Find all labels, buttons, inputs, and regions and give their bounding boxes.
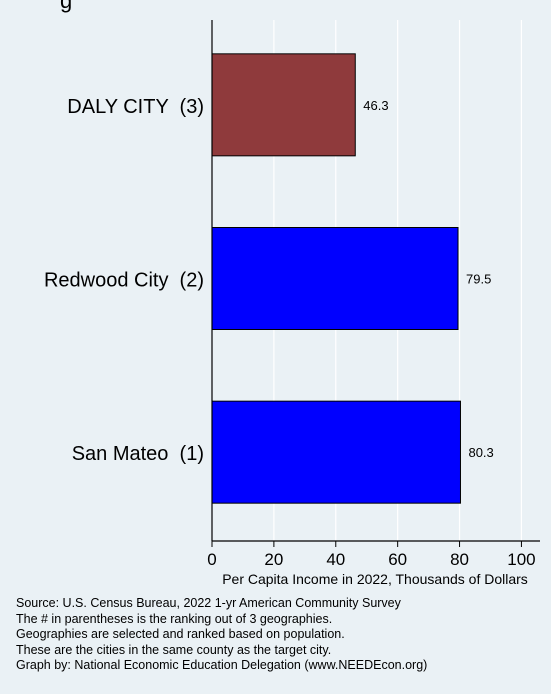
bars: 46.3 79.5 80.3 xyxy=(211,53,494,504)
bar-value-label: 80.3 xyxy=(468,445,493,460)
x-tick-label: 60 xyxy=(388,550,407,569)
x-axis-title: Per Capita Income in 2022, Thousands of … xyxy=(222,571,528,587)
category-label: San Mateo (1) xyxy=(72,443,204,465)
x-tick-label: 40 xyxy=(326,550,345,569)
bar xyxy=(211,400,461,504)
note-selection: Geographies are selected and ranked base… xyxy=(16,627,345,641)
note-scope: These are the cities in the same county … xyxy=(16,642,332,657)
category-labels: DALY CITY (3) Redwood City (2) San Mateo (… xyxy=(44,96,204,465)
bar xyxy=(211,227,459,330)
category-label: Redwood City (2) xyxy=(44,270,204,292)
bar-chart: 46.3 79.5 80.3 0 20 40 60 80 100 DALY CITY (3) R… xyxy=(44,20,540,587)
note-ranking: The # in parentheses is the ranking out … xyxy=(16,611,333,626)
x-tick-label: 80 xyxy=(450,550,469,569)
source-notes: Source: U.S. Census Bureau, 2022 1-yr Am… xyxy=(16,596,427,674)
chart-title-fragment: g xyxy=(60,0,73,13)
x-tick-label: 100 xyxy=(507,550,535,569)
note-credit: Graph by: National Economic Education De… xyxy=(16,658,428,672)
bar-value-label: 79.5 xyxy=(466,272,491,287)
note-source: Source: U.S. Census Bureau, 2022 1-yr Am… xyxy=(16,596,401,610)
x-axis-ticks: 0 20 40 60 80 100 xyxy=(207,541,536,569)
category-label: DALY CITY (3) xyxy=(67,96,204,118)
bar-value-label: 46.3 xyxy=(363,98,388,113)
x-tick-label: 20 xyxy=(264,550,283,569)
x-tick-label: 0 xyxy=(207,550,216,569)
bar xyxy=(211,53,356,157)
